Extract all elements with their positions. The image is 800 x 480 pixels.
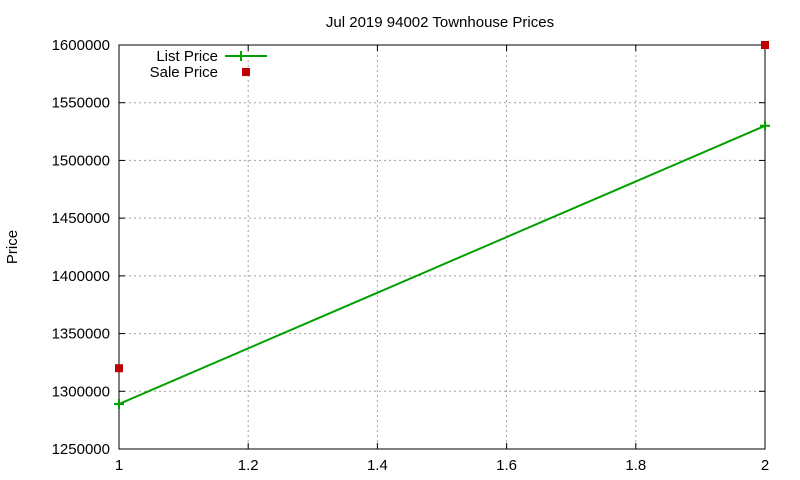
y-tick-label: 1450000 — [52, 210, 110, 227]
legend-label: Sale Price — [150, 64, 218, 81]
x-tick-label: 1.2 — [238, 457, 259, 474]
y-tick-label: 1500000 — [52, 152, 110, 169]
sale-price-point — [115, 364, 123, 373]
y-tick-label: 1550000 — [52, 95, 110, 112]
list-price-line — [118, 124, 766, 405]
y-tick-label: 1250000 — [52, 441, 110, 458]
y-axis-label: Price — [4, 230, 21, 264]
list-price-point — [760, 120, 770, 131]
y-tick-label: 1600000 — [52, 37, 110, 54]
x-tick-label: 1.8 — [625, 457, 646, 474]
legend-marker-icon — [242, 68, 250, 76]
sale-price-point — [761, 41, 769, 49]
legend-marker-icon — [236, 51, 246, 61]
list-price-point — [114, 398, 124, 409]
plot-border — [118, 44, 766, 450]
x-tick-label: 1 — [115, 457, 123, 474]
series — [114, 41, 770, 409]
y-tick-label: 1400000 — [52, 268, 110, 285]
legend-label: List Price — [156, 48, 218, 65]
y-tick-label: 1350000 — [52, 326, 110, 343]
grid — [119, 45, 765, 449]
axes — [118, 44, 766, 450]
x-tick-label: 1.6 — [496, 457, 517, 474]
y-tick-label: 1300000 — [52, 383, 110, 400]
x-tick-label: 1.4 — [367, 457, 388, 474]
tick-labels: 1 1.2 1.4 1.6 1.8 2 1250000 1300000 1350000 14000… — [52, 37, 770, 474]
chart-title: Jul 2019 94002 Townhouse Prices — [326, 14, 554, 31]
x-tick-label: 2 — [761, 457, 769, 474]
